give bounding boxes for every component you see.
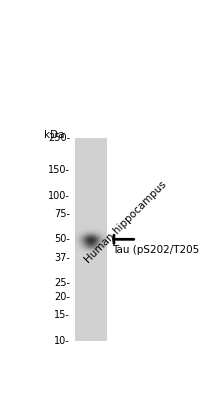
Text: 37-: 37- bbox=[54, 253, 70, 263]
Text: 250-: 250- bbox=[48, 133, 70, 143]
Text: 25-: 25- bbox=[54, 278, 70, 288]
Text: 20-: 20- bbox=[54, 292, 70, 302]
Text: 10-: 10- bbox=[54, 336, 70, 346]
Text: 15-: 15- bbox=[54, 310, 70, 320]
Text: 100-: 100- bbox=[48, 191, 70, 201]
Text: 150-: 150- bbox=[48, 165, 70, 175]
Text: 50-: 50- bbox=[54, 234, 70, 244]
Text: kDa: kDa bbox=[44, 130, 64, 140]
Text: Human hippocampus: Human hippocampus bbox=[83, 180, 169, 265]
Text: Tau (pS202/T205): Tau (pS202/T205) bbox=[112, 244, 200, 255]
Text: 75-: 75- bbox=[54, 209, 70, 219]
